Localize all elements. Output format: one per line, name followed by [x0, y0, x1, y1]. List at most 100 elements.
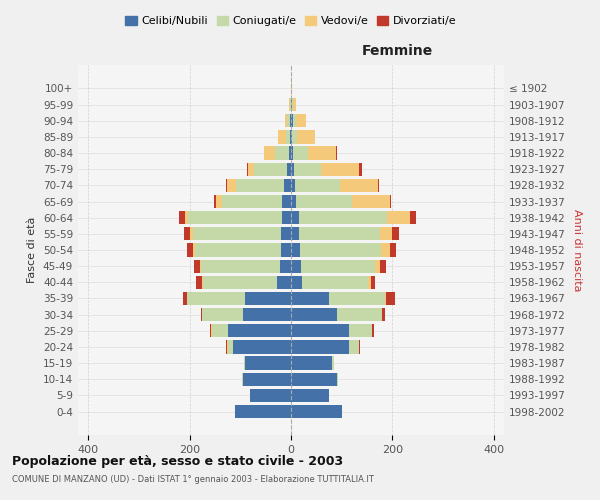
- Bar: [183, 292, 187, 305]
- Bar: [248, 162, 254, 176]
- Bar: [236, 179, 284, 192]
- Bar: [217, 195, 221, 208]
- Legend: Celibi/Nubili, Coniugati/e, Vedovi/e, Divorziati/e: Celibi/Nubili, Coniugati/e, Vedovi/e, Di…: [121, 12, 461, 30]
- Bar: [293, 162, 322, 176]
- Bar: [296, 195, 352, 208]
- Bar: [372, 324, 374, 338]
- Bar: [391, 244, 397, 256]
- Bar: [349, 324, 372, 338]
- Bar: [193, 244, 194, 256]
- Bar: [291, 179, 295, 192]
- Bar: [371, 276, 374, 289]
- Bar: [196, 276, 202, 289]
- Bar: [291, 130, 292, 143]
- Text: Femmine: Femmine: [362, 44, 433, 58]
- Y-axis label: Anni di nascita: Anni di nascita: [572, 209, 582, 291]
- Bar: [250, 389, 291, 402]
- Bar: [293, 114, 296, 128]
- Bar: [275, 146, 289, 160]
- Bar: [337, 372, 338, 386]
- Bar: [179, 211, 185, 224]
- Bar: [378, 179, 379, 192]
- Bar: [291, 227, 299, 240]
- Bar: [227, 324, 291, 338]
- Bar: [187, 244, 193, 256]
- Bar: [245, 356, 291, 370]
- Bar: [203, 276, 277, 289]
- Bar: [221, 195, 283, 208]
- Bar: [352, 195, 390, 208]
- Bar: [194, 244, 281, 256]
- Bar: [300, 244, 381, 256]
- Bar: [337, 308, 382, 321]
- Bar: [382, 308, 385, 321]
- Bar: [301, 260, 374, 273]
- Bar: [226, 179, 227, 192]
- Bar: [214, 195, 217, 208]
- Bar: [322, 162, 359, 176]
- Bar: [290, 98, 291, 111]
- Bar: [295, 179, 340, 192]
- Bar: [297, 130, 315, 143]
- Bar: [302, 276, 368, 289]
- Bar: [282, 211, 291, 224]
- Bar: [291, 82, 292, 95]
- Bar: [293, 98, 296, 111]
- Bar: [287, 114, 290, 128]
- Bar: [385, 292, 386, 305]
- Bar: [410, 211, 416, 224]
- Bar: [291, 211, 299, 224]
- Bar: [281, 227, 291, 240]
- Bar: [291, 276, 302, 289]
- Bar: [227, 179, 236, 192]
- Bar: [359, 340, 361, 353]
- Bar: [340, 179, 378, 192]
- Bar: [247, 162, 248, 176]
- Bar: [188, 211, 282, 224]
- Bar: [388, 211, 410, 224]
- Bar: [286, 130, 290, 143]
- Bar: [227, 340, 233, 353]
- Bar: [291, 162, 293, 176]
- Bar: [292, 98, 293, 111]
- Bar: [200, 260, 201, 273]
- Bar: [193, 227, 281, 240]
- Bar: [235, 405, 291, 418]
- Bar: [291, 195, 296, 208]
- Bar: [291, 372, 337, 386]
- Bar: [244, 356, 245, 370]
- Text: Popolazione per età, sesso e stato civile - 2003: Popolazione per età, sesso e stato civil…: [12, 455, 343, 468]
- Bar: [233, 340, 291, 353]
- Bar: [243, 308, 291, 321]
- Bar: [287, 162, 291, 176]
- Bar: [291, 146, 293, 160]
- Bar: [284, 179, 291, 192]
- Bar: [278, 130, 286, 143]
- Bar: [329, 292, 385, 305]
- Bar: [291, 340, 349, 353]
- Bar: [368, 276, 371, 289]
- Bar: [280, 260, 291, 273]
- Bar: [226, 340, 227, 353]
- Bar: [254, 162, 287, 176]
- Bar: [202, 308, 243, 321]
- Bar: [291, 405, 342, 418]
- Bar: [291, 308, 337, 321]
- Bar: [291, 324, 349, 338]
- Bar: [308, 146, 336, 160]
- Bar: [380, 227, 392, 240]
- Bar: [212, 324, 227, 338]
- Bar: [277, 276, 291, 289]
- Bar: [381, 244, 391, 256]
- Bar: [291, 98, 292, 111]
- Bar: [374, 260, 380, 273]
- Bar: [289, 98, 290, 111]
- Bar: [187, 292, 245, 305]
- Bar: [386, 292, 395, 305]
- Bar: [291, 389, 329, 402]
- Bar: [185, 211, 188, 224]
- Bar: [201, 260, 280, 273]
- Bar: [285, 114, 287, 128]
- Bar: [211, 324, 212, 338]
- Y-axis label: Fasce di età: Fasce di età: [28, 217, 37, 283]
